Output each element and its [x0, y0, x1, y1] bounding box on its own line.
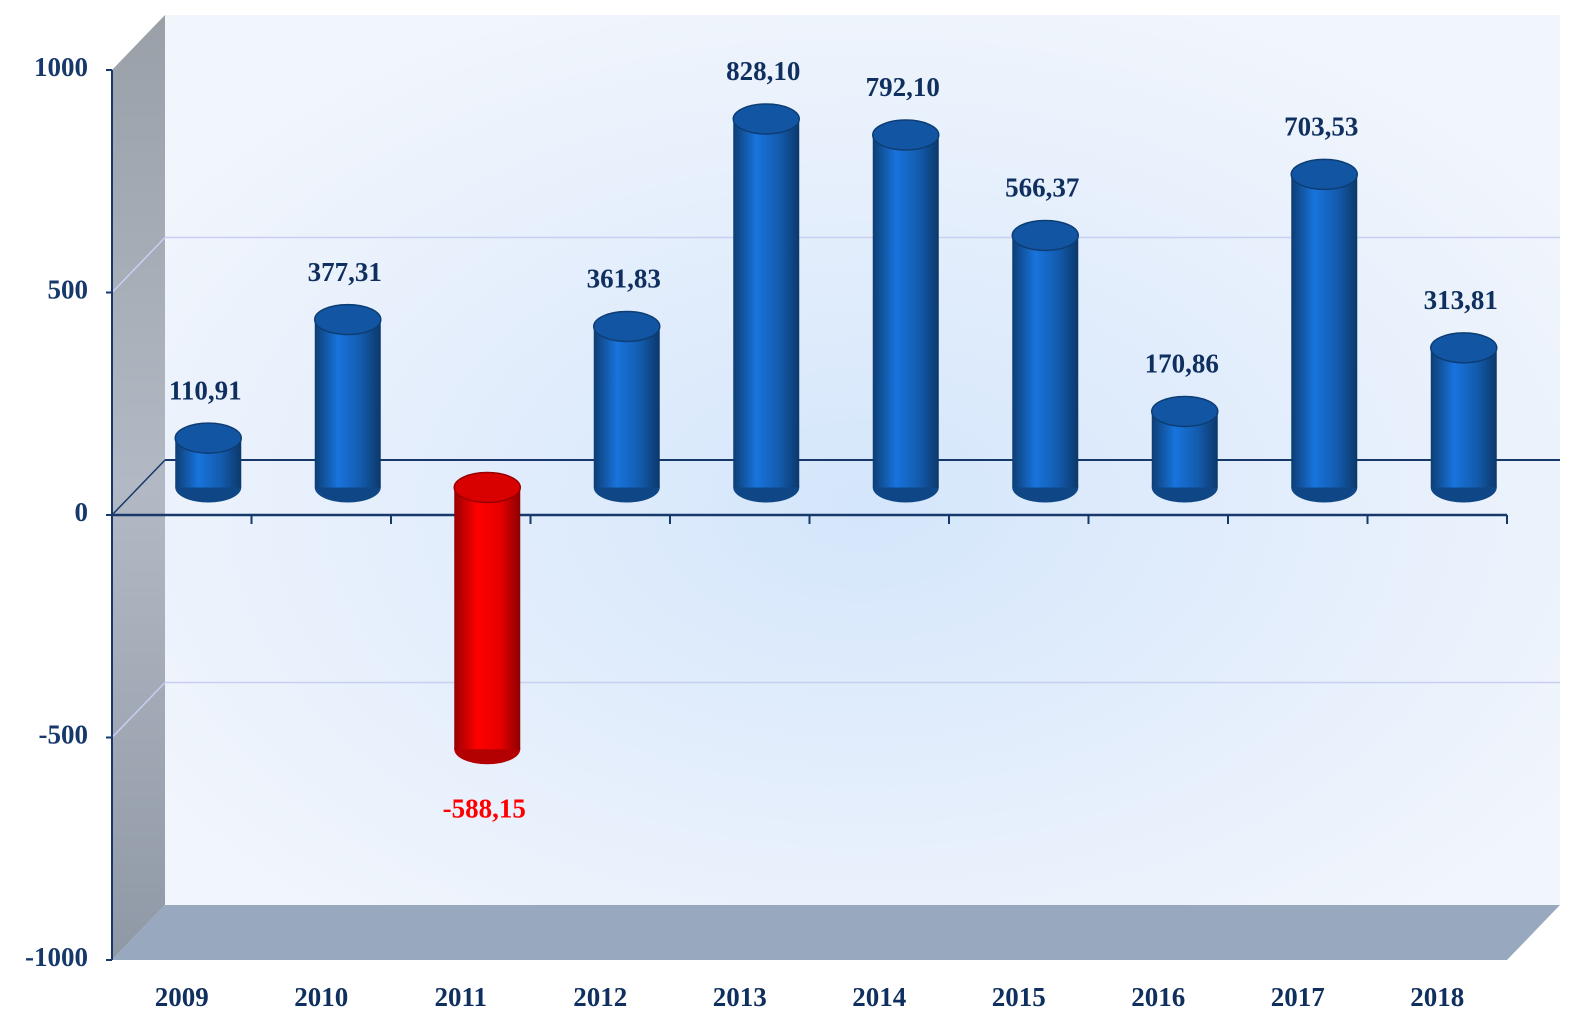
bar-top [453, 471, 521, 504]
y-tick-label: 500 [48, 275, 89, 305]
value-label: 703,53 [1284, 112, 1358, 142]
value-label: 170,86 [1145, 349, 1219, 379]
grid-line [111, 459, 166, 516]
bar [733, 118, 800, 488]
bar-top [593, 310, 661, 343]
bar [1291, 174, 1358, 488]
x-tick-label: 2010 [294, 982, 348, 1012]
y-tick-label: -500 [39, 720, 89, 750]
bar [872, 135, 939, 488]
x-tick-label: 2009 [155, 982, 209, 1012]
x-tick-label: 2011 [434, 982, 487, 1012]
value-label: 566,37 [1005, 173, 1079, 203]
bar-top [1430, 332, 1498, 364]
x-tick-label: 2014 [852, 982, 906, 1012]
y-tick-label: 1000 [34, 52, 88, 82]
value-label: -588,15 [443, 793, 526, 823]
x-tick-label: 2018 [1410, 982, 1464, 1012]
floor [112, 905, 1560, 960]
bar [454, 487, 521, 750]
bar-top [1151, 395, 1219, 428]
value-label: 313,81 [1424, 285, 1498, 315]
grid-line [111, 236, 166, 294]
value-label: 792,10 [866, 72, 940, 102]
bar-top [1011, 219, 1079, 252]
bar [593, 326, 660, 488]
bar-top [174, 422, 242, 454]
bar-top [1290, 158, 1358, 191]
grid-line [111, 681, 166, 739]
y-tick-label: -1000 [25, 942, 88, 972]
y-tick-label: 0 [75, 497, 89, 527]
x-tick-label: 2012 [573, 982, 627, 1012]
bar-top [732, 103, 800, 135]
bar [1012, 235, 1079, 488]
x-tick-label: 2017 [1271, 982, 1325, 1012]
value-label: 377,31 [308, 257, 382, 287]
bar-top [872, 119, 940, 151]
bar-top [314, 303, 382, 336]
value-label: 828,10 [726, 56, 800, 86]
x-tick-label: 2013 [713, 982, 767, 1012]
value-label: 110,91 [169, 375, 242, 405]
x-tick-label: 2015 [992, 982, 1046, 1012]
value-label: 361,83 [587, 264, 661, 294]
bar [314, 319, 381, 488]
bar [1430, 347, 1497, 488]
x-tick-label: 2016 [1131, 982, 1185, 1012]
